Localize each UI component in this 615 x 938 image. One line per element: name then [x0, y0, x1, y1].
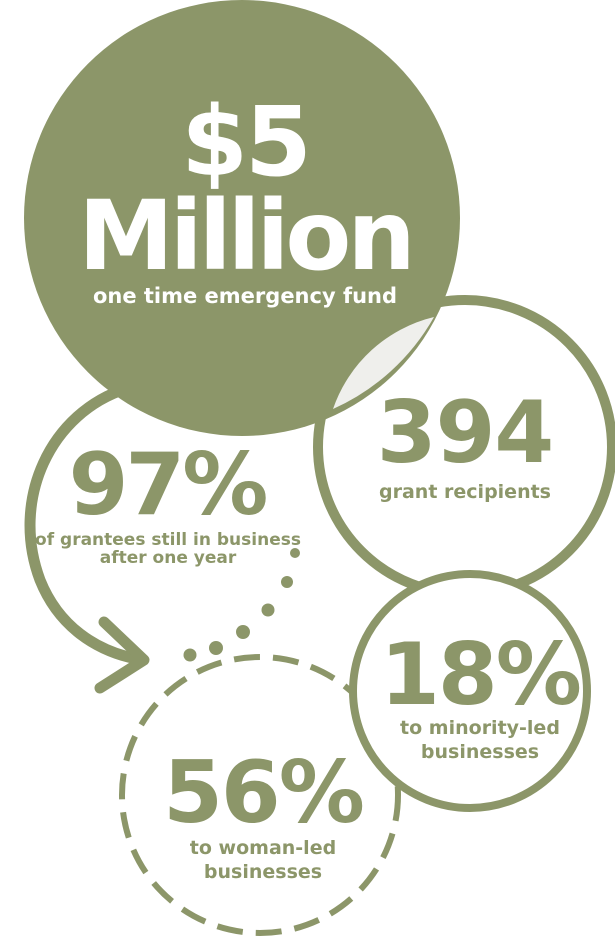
arrow-head-icon	[94, 616, 150, 694]
minority-caption: to minority-led businesses	[400, 717, 560, 763]
retention-caption: of grantees still in business after one …	[35, 530, 301, 568]
fund-amount-unit: Million	[78, 180, 415, 292]
retention-value: 97%	[68, 435, 269, 535]
recipients-value: 394	[376, 383, 555, 483]
minority-value: 18%	[380, 625, 582, 725]
minority-circle	[349, 570, 591, 812]
fund-amount: $5	[181, 86, 312, 198]
dotted-connector	[183, 548, 300, 662]
fund-circle	[24, 0, 460, 436]
women-value: 56%	[163, 743, 365, 843]
curved-arrow-path	[24, 382, 148, 666]
women-circle	[119, 654, 401, 936]
fund-caption: one time emergency fund	[92, 284, 398, 308]
overlap-highlight	[333, 317, 434, 409]
women-caption: to woman-led businesses	[189, 837, 337, 883]
recipients-caption: grant recipients	[379, 481, 551, 503]
